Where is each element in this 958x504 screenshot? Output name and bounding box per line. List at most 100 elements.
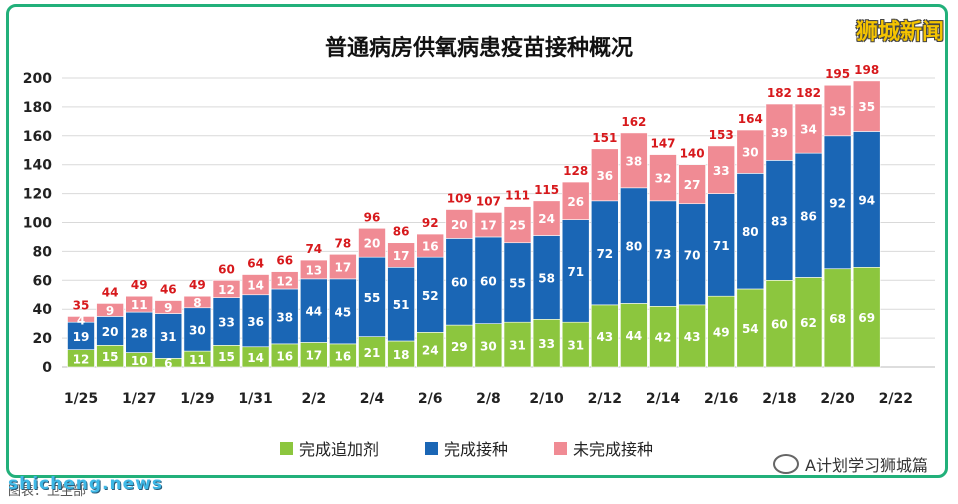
bar-segment-incomplete <box>445 209 474 239</box>
data-label: 9 <box>164 301 172 315</box>
data-label: 27 <box>684 178 701 192</box>
total-label: 66 <box>276 254 293 268</box>
x-tick-label: 1/29 <box>180 391 214 407</box>
bar-segment-full <box>590 200 619 306</box>
data-label: 17 <box>480 219 497 233</box>
data-label: 58 <box>538 271 555 285</box>
bar-segment-full <box>241 294 270 348</box>
x-tick-label: 1/31 <box>238 391 272 407</box>
y-tick-label: 160 <box>23 129 52 145</box>
bar-segment-incomplete <box>649 154 677 202</box>
data-label: 33 <box>218 315 235 329</box>
bar-segment-booster <box>823 268 852 368</box>
bar-segment-booster <box>358 336 386 368</box>
total-label: 60 <box>218 262 235 276</box>
data-label: 55 <box>509 276 526 290</box>
bar-segment-incomplete <box>416 233 445 258</box>
x-tick-label: 2/4 <box>360 391 385 407</box>
y-tick-label: 200 <box>23 71 52 87</box>
total-label: 140 <box>680 147 705 161</box>
data-label: 33 <box>538 337 555 351</box>
x-tick-label: 2/2 <box>301 391 326 407</box>
data-label: 28 <box>131 326 148 340</box>
data-label: 24 <box>422 344 439 358</box>
data-label: 71 <box>713 239 730 253</box>
y-tick-label: 180 <box>23 100 52 116</box>
bar-segment-full <box>736 173 765 290</box>
bar-segment-full <box>387 266 415 342</box>
x-tick-label: 2/16 <box>704 391 738 407</box>
bar-segment-full <box>823 135 852 270</box>
total-label: 195 <box>825 67 850 81</box>
data-label: 36 <box>247 315 264 329</box>
data-label: 16 <box>422 240 439 254</box>
data-label: 13 <box>305 263 322 277</box>
bar-segment-incomplete <box>387 242 415 268</box>
bar-segment-booster <box>445 324 474 368</box>
data-label: 9 <box>106 304 114 318</box>
total-label: 35 <box>73 298 90 312</box>
x-tick-label: 1/25 <box>64 391 98 407</box>
data-label: 19 <box>73 330 90 344</box>
total-label: 86 <box>393 225 410 239</box>
data-label: 33 <box>713 164 730 178</box>
data-label: 44 <box>305 305 322 319</box>
total-label: 147 <box>650 137 675 151</box>
total-label: 162 <box>621 115 646 129</box>
legend-label-booster: 完成追加剂 <box>299 440 380 459</box>
data-label: 30 <box>189 323 206 337</box>
x-tick-label: 2/14 <box>646 391 681 407</box>
bar-segment-incomplete <box>125 295 153 313</box>
total-label: 111 <box>505 189 530 203</box>
legend-swatch-full <box>425 441 439 455</box>
total-label: 49 <box>189 278 206 292</box>
data-label: 17 <box>305 349 322 363</box>
data-label: 12 <box>276 274 293 288</box>
bar-segment-full <box>620 187 648 304</box>
data-label: 31 <box>567 339 584 353</box>
x-tick-label: 2/8 <box>476 391 501 407</box>
data-label: 17 <box>393 249 410 263</box>
site-watermark: shicheng.news <box>8 474 163 494</box>
bar-segment-incomplete <box>154 300 183 314</box>
bar-segment-incomplete <box>620 132 648 189</box>
bar-segment-incomplete <box>765 103 794 161</box>
bar-segment-booster <box>416 332 445 368</box>
data-label: 17 <box>335 261 352 275</box>
data-label: 4 <box>77 313 85 327</box>
data-label: 20 <box>364 237 381 251</box>
data-label: 16 <box>276 349 293 363</box>
total-label: 107 <box>476 194 501 208</box>
data-label: 60 <box>451 276 468 290</box>
data-label: 20 <box>102 325 119 339</box>
data-label: 70 <box>684 248 701 262</box>
data-label: 45 <box>335 305 352 319</box>
bar-segment-incomplete <box>241 274 270 296</box>
bar-segment-full <box>183 307 212 352</box>
bar-segment-incomplete <box>329 253 357 280</box>
x-tick-label: 1/27 <box>122 391 156 407</box>
wechat-account-name: A计划学习狮城篇 <box>805 456 928 475</box>
data-label: 72 <box>596 247 613 261</box>
data-label: 24 <box>538 212 555 226</box>
legend-item-full: 完成接种 <box>425 436 508 460</box>
data-label: 15 <box>218 350 235 364</box>
bar-segment-booster <box>736 288 765 368</box>
x-tick-label: 2/18 <box>762 391 796 407</box>
bar-segment-incomplete <box>67 316 95 323</box>
data-label: 86 <box>800 209 817 223</box>
x-tick-label: 2/6 <box>418 391 443 407</box>
total-label: 46 <box>160 283 177 297</box>
bar-segment-booster <box>474 323 503 368</box>
data-label: 73 <box>655 248 672 262</box>
bar-segment-incomplete <box>358 227 386 258</box>
data-label: 43 <box>684 330 701 344</box>
data-label: 69 <box>858 311 875 325</box>
data-label: 83 <box>771 214 788 228</box>
y-tick-label: 40 <box>33 302 53 318</box>
total-label: 164 <box>738 112 763 126</box>
legend-label-incomplete: 未完成接种 <box>573 440 654 459</box>
y-tick-label: 140 <box>23 158 52 174</box>
total-label: 64 <box>247 257 264 271</box>
data-label: 51 <box>393 298 410 312</box>
